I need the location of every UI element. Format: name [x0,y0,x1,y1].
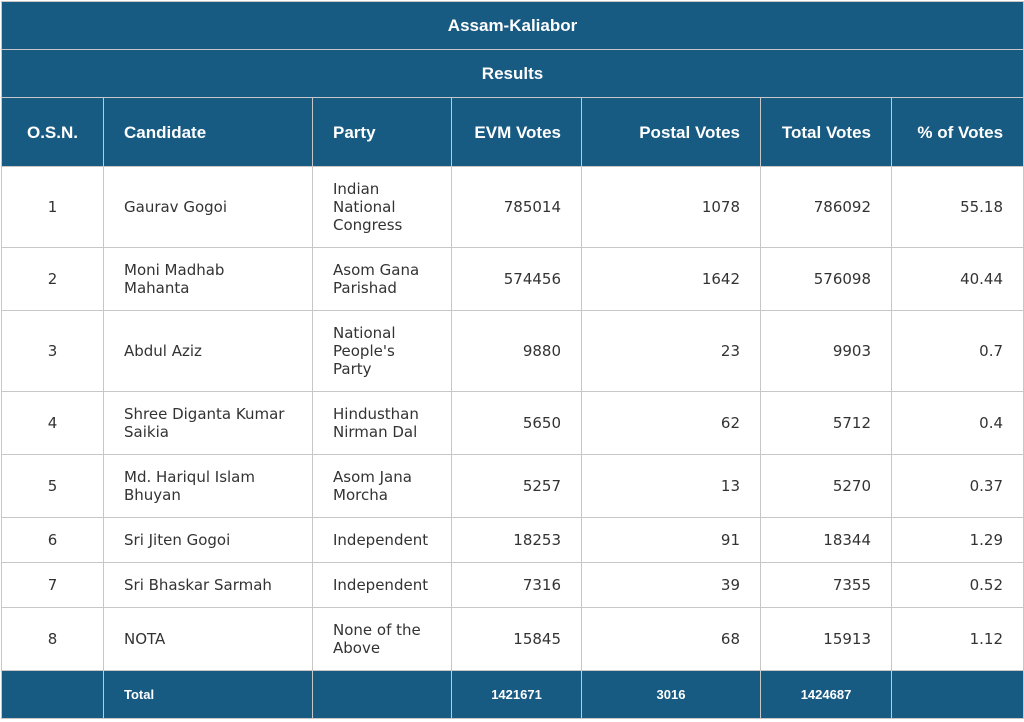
cell-osn: 4 [1,391,104,455]
cell-party: Asom Jana Morcha [312,454,452,518]
column-header-evm-votes: EVM Votes [451,97,582,167]
cell-total-votes: 576098 [760,247,892,311]
total-cell-osn [1,670,104,719]
table-row: 8 NOTA None of the Above 15845 68 15913 … [1,607,1024,671]
cell-party: None of the Above [312,607,452,671]
total-cell-party [312,670,452,719]
table-title: Assam-Kaliabor [0,1,1024,50]
cell-postal-votes: 91 [581,517,761,563]
total-label: Total [103,670,313,719]
cell-total-votes: 9903 [760,310,892,392]
column-header-total-votes: Total Votes [760,97,892,167]
cell-party: Asom Gana Parishad [312,247,452,311]
cell-osn: 1 [1,166,104,248]
cell-total-votes: 786092 [760,166,892,248]
cell-postal-votes: 1078 [581,166,761,248]
cell-evm-votes: 15845 [451,607,582,671]
cell-party: Hindusthan Nirman Dal [312,391,452,455]
cell-postal-votes: 1642 [581,247,761,311]
cell-total-votes: 7355 [760,562,892,608]
cell-candidate: Gaurav Gogoi [103,166,313,248]
cell-percent-votes: 1.29 [890,517,1024,563]
cell-evm-votes: 5257 [451,454,582,518]
total-postal-votes: 3016 [581,670,761,719]
cell-percent-votes: 0.7 [890,310,1024,392]
column-header-percent-votes: % of Votes [890,97,1024,167]
title-row: Assam-Kaliabor [0,1,1024,50]
column-header-postal-votes: Postal Votes [581,97,761,167]
total-votes: 1424687 [760,670,892,719]
cell-total-votes: 5270 [760,454,892,518]
cell-percent-votes: 0.4 [890,391,1024,455]
total-evm-votes: 1421671 [451,670,582,719]
cell-party: Independent [312,562,452,608]
cell-evm-votes: 18253 [451,517,582,563]
cell-evm-votes: 7316 [451,562,582,608]
totals-row: Total 1421671 3016 1424687 [1,670,1024,719]
column-header-osn: O.S.N. [1,97,104,167]
cell-candidate: Sri Bhaskar Sarmah [103,562,313,608]
table-row: 7 Sri Bhaskar Sarmah Independent 7316 39… [1,562,1024,608]
cell-osn: 6 [1,517,104,563]
cell-percent-votes: 0.37 [890,454,1024,518]
table-row: 6 Sri Jiten Gogoi Independent 18253 91 1… [1,517,1024,563]
cell-percent-votes: 1.12 [890,607,1024,671]
cell-party: Indian National Congress [312,166,452,248]
cell-candidate: Shree Diganta Kumar Saikia [103,391,313,455]
cell-percent-votes: 0.52 [890,562,1024,608]
table-row: 5 Md. Hariqul Islam Bhuyan Asom Jana Mor… [1,454,1024,518]
cell-total-votes: 18344 [760,517,892,563]
cell-candidate: Sri Jiten Gogoi [103,517,313,563]
cell-total-votes: 15913 [760,607,892,671]
cell-postal-votes: 62 [581,391,761,455]
cell-evm-votes: 574456 [451,247,582,311]
cell-percent-votes: 40.44 [890,247,1024,311]
cell-total-votes: 5712 [760,391,892,455]
cell-evm-votes: 785014 [451,166,582,248]
cell-candidate: Abdul Aziz [103,310,313,392]
table-row: 2 Moni Madhab Mahanta Asom Gana Parishad… [1,247,1024,311]
cell-postal-votes: 39 [581,562,761,608]
cell-candidate: Md. Hariqul Islam Bhuyan [103,454,313,518]
table-subtitle: Results [0,49,1024,98]
table-row: 3 Abdul Aziz National People's Party 988… [1,310,1024,392]
table-row: 1 Gaurav Gogoi Indian National Congress … [1,166,1024,248]
cell-osn: 7 [1,562,104,608]
cell-evm-votes: 5650 [451,391,582,455]
cell-osn: 3 [1,310,104,392]
cell-osn: 2 [1,247,104,311]
cell-osn: 5 [1,454,104,518]
table-row: 4 Shree Diganta Kumar Saikia Hindusthan … [1,391,1024,455]
cell-party: National People's Party [312,310,452,392]
total-cell-percent [890,670,1024,719]
cell-postal-votes: 68 [581,607,761,671]
column-header-party: Party [312,97,452,167]
column-header-row: O.S.N. Candidate Party EVM Votes Postal … [1,97,1024,167]
column-header-candidate: Candidate [103,97,313,167]
cell-party: Independent [312,517,452,563]
cell-candidate: Moni Madhab Mahanta [103,247,313,311]
subtitle-row: Results [0,49,1024,98]
cell-postal-votes: 23 [581,310,761,392]
cell-postal-votes: 13 [581,454,761,518]
cell-evm-votes: 9880 [451,310,582,392]
cell-percent-votes: 55.18 [890,166,1024,248]
cell-osn: 8 [1,607,104,671]
cell-candidate: NOTA [103,607,313,671]
